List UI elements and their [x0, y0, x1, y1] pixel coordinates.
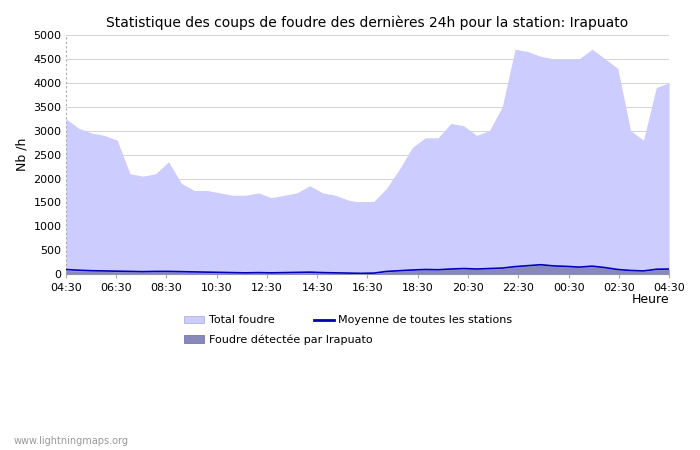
Text: www.lightningmaps.org: www.lightningmaps.org — [14, 436, 129, 446]
Legend: Foudre détectée par Irapuato: Foudre détectée par Irapuato — [180, 330, 377, 350]
Y-axis label: Nb /h: Nb /h — [15, 138, 28, 171]
Text: Heure: Heure — [631, 293, 669, 306]
Title: Statistique des coups de foudre des dernières 24h pour la station: Irapuato: Statistique des coups de foudre des dern… — [106, 15, 629, 30]
